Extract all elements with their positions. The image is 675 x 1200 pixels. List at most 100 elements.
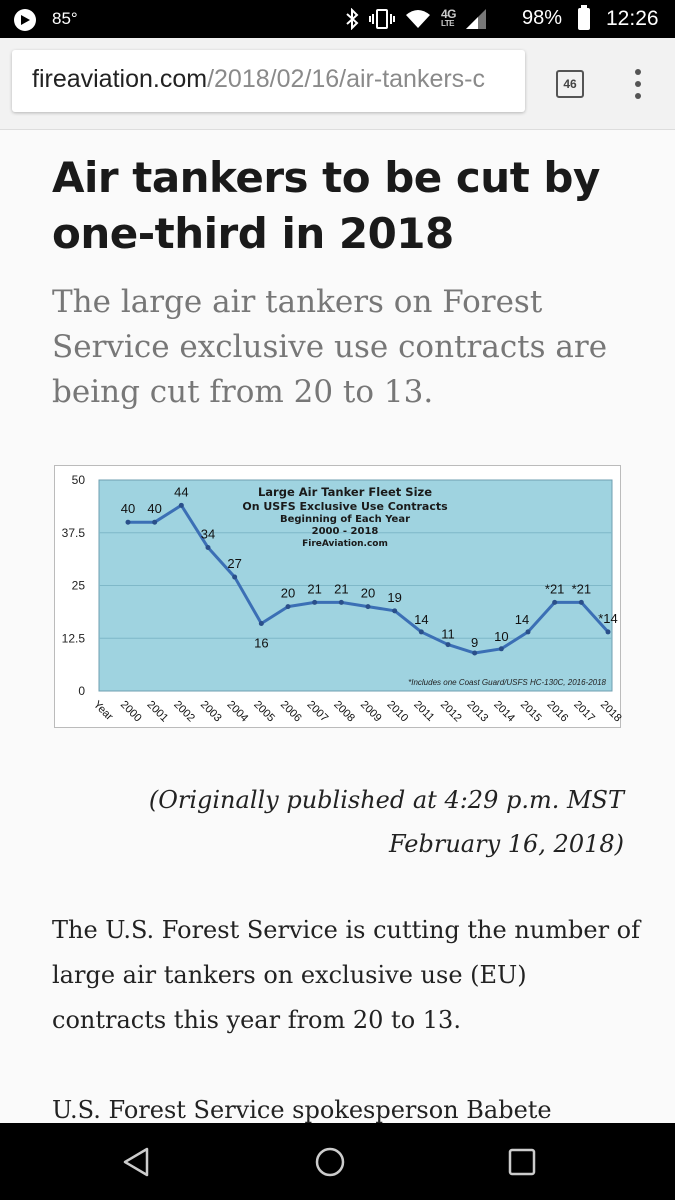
data-point — [338, 599, 344, 605]
data-label: 16 — [254, 635, 268, 650]
data-label: *21 — [545, 581, 565, 596]
data-label: 20 — [281, 586, 295, 601]
data-point — [392, 608, 398, 614]
data-point — [525, 629, 531, 635]
fleet-size-chart: 0 12.5 25 37.5 50 Large Air Tanker Fleet Size… — [54, 465, 622, 728]
x-tick-label: 2012 — [438, 699, 464, 725]
x-tick-label: 2004 — [225, 699, 251, 725]
x-tick-label: 2001 — [145, 699, 171, 725]
data-point — [418, 629, 424, 635]
data-point — [232, 574, 238, 580]
tab-count: 46 — [563, 77, 577, 91]
x-tick-label: 2006 — [278, 699, 304, 725]
x-tick-label: 2016 — [545, 699, 571, 725]
y-tick-label: 0 — [78, 684, 85, 698]
x-tick-label: 2017 — [571, 699, 597, 725]
chart-title-line: Large Air Tanker Fleet Size — [258, 485, 432, 499]
data-point — [498, 646, 504, 652]
article-headline: Air tankers to be cut by one-third in 20… — [52, 153, 600, 258]
data-point — [258, 620, 264, 626]
wifi-icon — [406, 10, 430, 28]
signal-icon — [466, 9, 487, 29]
data-point — [152, 519, 158, 525]
data-label: 14 — [414, 612, 428, 627]
chart-title-line: On USFS Exclusive Use Contracts — [242, 500, 448, 513]
x-tick-label: 2018 — [598, 699, 622, 725]
article: Air tankers to be cut by one-third in 20… — [0, 130, 675, 1123]
article-paragraph: The U.S. Forest Service is cutting the n… — [52, 916, 641, 1034]
data-point — [205, 545, 211, 551]
status-icons: 4G LTE — [345, 7, 487, 30]
article-paragraph: U.S. Forest Service spokesperson Babete — [52, 1096, 552, 1123]
notification-app-icon — [14, 9, 36, 31]
data-point — [445, 642, 451, 648]
x-tick-label: 2009 — [358, 699, 384, 725]
data-point — [472, 650, 478, 656]
data-label: 44 — [174, 484, 188, 499]
x-tick-label: 2008 — [331, 699, 357, 725]
chart-title-line: FireAviation.com — [302, 539, 388, 549]
data-point — [285, 604, 291, 610]
back-icon[interactable] — [111, 1137, 161, 1187]
x-tick-label: 2005 — [251, 699, 277, 725]
x-tick-label: 2015 — [518, 699, 544, 725]
status-bar: 85° 4G LTE 98% 12:26 — [0, 0, 675, 38]
data-point — [125, 519, 131, 525]
data-label: *14 — [598, 611, 618, 626]
data-label: 19 — [387, 590, 401, 605]
data-point — [552, 599, 558, 605]
overflow-menu-icon[interactable] — [628, 68, 648, 100]
data-label: 11 — [441, 627, 455, 642]
x-tick-label: 2002 — [171, 699, 197, 725]
x-tick-label: 2003 — [198, 699, 224, 725]
home-icon[interactable] — [305, 1137, 355, 1187]
x-tick-label: 2007 — [305, 699, 331, 725]
data-label: 20 — [361, 586, 375, 601]
x-axis-label: Year — [91, 699, 115, 723]
y-tick-label: 12.5 — [62, 631, 86, 645]
battery-percent: 98% — [522, 7, 563, 29]
recents-icon[interactable] — [497, 1137, 547, 1187]
x-tick-label: 2000 — [118, 699, 144, 725]
url-domain: fireaviation.com — [32, 65, 208, 93]
data-point — [312, 599, 318, 605]
y-tick-label: 25 — [72, 579, 86, 593]
data-label: 27 — [227, 556, 241, 571]
chart-title-line: Beginning of Each Year — [280, 514, 410, 525]
chart-title-line: 2000 - 2018 — [312, 526, 379, 537]
y-tick-label: 50 — [72, 473, 86, 487]
data-label: 40 — [121, 501, 135, 516]
data-point — [365, 604, 371, 610]
y-tick-label: 37.5 — [62, 526, 86, 540]
chart-svg: 0 12.5 25 37.5 50 Large Air Tanker Fleet Size… — [62, 473, 622, 725]
data-point — [605, 629, 611, 635]
battery-icon — [578, 5, 590, 30]
temperature-text: 85° — [52, 9, 78, 28]
android-nav-bar — [0, 1123, 675, 1200]
data-label: 9 — [471, 635, 478, 650]
data-label: 34 — [201, 527, 215, 542]
browser-toolbar: fireaviation.com/2018/02/16/air-tankers-… — [0, 38, 675, 130]
network-type: 4G LTE — [441, 7, 457, 28]
published-note: (Originally published at 4:29 p.m. MST F… — [148, 786, 624, 858]
data-point — [578, 599, 584, 605]
x-tick-label: 2011 — [411, 699, 436, 724]
data-label: 14 — [515, 612, 529, 627]
bluetooth-icon — [346, 8, 359, 30]
chart-footnote: *Includes one Coast Guard/USFS HC-130C, … — [408, 678, 606, 687]
article-subtitle: The large air tankers on Forest Service … — [52, 284, 608, 410]
data-label: 10 — [494, 629, 508, 644]
url-bar[interactable]: fireaviation.com/2018/02/16/air-tankers-… — [12, 50, 525, 112]
clock: 12:26 — [606, 7, 659, 30]
vibrate-icon — [369, 9, 395, 29]
tab-switcher-button[interactable]: 46 — [556, 70, 584, 98]
data-label: 40 — [147, 501, 161, 516]
x-tick-label: 2010 — [385, 699, 411, 725]
x-tick-label: 2013 — [465, 699, 491, 725]
x-tick-label: 2014 — [491, 699, 517, 725]
data-point — [178, 502, 184, 508]
url-path: /2018/02/16/air-tankers-c — [207, 65, 486, 93]
data-label: 21 — [334, 581, 348, 596]
data-label: *21 — [572, 581, 592, 596]
url-text: fireaviation.com/2018/02/16/air-tankers-… — [32, 65, 485, 94]
